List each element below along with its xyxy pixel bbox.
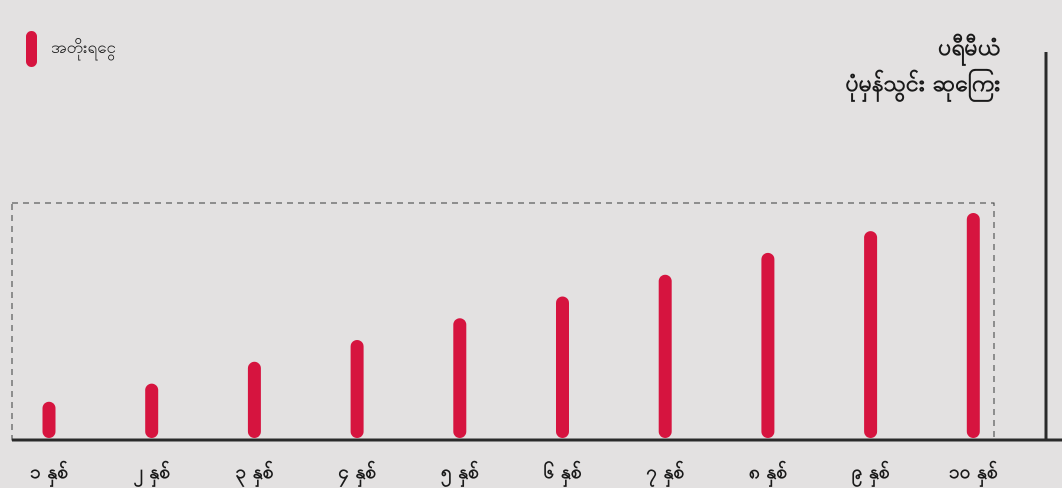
x-tick-label: ၁၀ နှစ် (949, 459, 998, 488)
chart-title-line1: ပရီမီယံ (938, 35, 1000, 61)
x-tick-label: ၈ နှစ် (749, 459, 787, 488)
bar (966, 213, 980, 438)
x-tick-labels: ၁ နှစ် ၂ နှစ် ၃ နှစ် ၄ နှစ် ၅ နှစ် ၆ နှစ် ၇ နှ… (30, 459, 998, 488)
x-tick-label: ၉ နှစ် (852, 459, 890, 488)
legend-swatch (26, 31, 37, 67)
x-tick-label: ၆ နှစ် (544, 459, 582, 488)
bar (350, 340, 364, 438)
legend: အတိုးရငွေ (26, 31, 116, 67)
bar (247, 361, 261, 438)
chart-title-line2: ပုံမှန်သွင်း ဆုကြေး (845, 71, 1000, 97)
legend-label: အတိုးရငွေ (51, 37, 116, 58)
bar (864, 231, 878, 438)
chart-title: ပရီမီယံ ပုံမှန်သွင်း ဆုကြေး (846, 30, 1000, 102)
plot-dashed-frame (11, 202, 995, 441)
x-tick-label: ၄ နှစ် (338, 459, 376, 488)
bar (556, 296, 569, 438)
x-tick-label: ၇ နှစ် (646, 459, 684, 488)
bar (658, 274, 672, 438)
bar (761, 252, 775, 438)
x-tick-label: ၃ နှစ် (235, 459, 273, 488)
bar (453, 318, 467, 438)
bar (42, 401, 56, 438)
x-tick-label: ၁ နှစ် (30, 459, 68, 488)
bar (145, 383, 159, 438)
x-tick-label: ၂ နှစ် (133, 459, 170, 488)
bars (42, 213, 980, 438)
x-tick-label: ၅ နှစ် (441, 459, 479, 488)
